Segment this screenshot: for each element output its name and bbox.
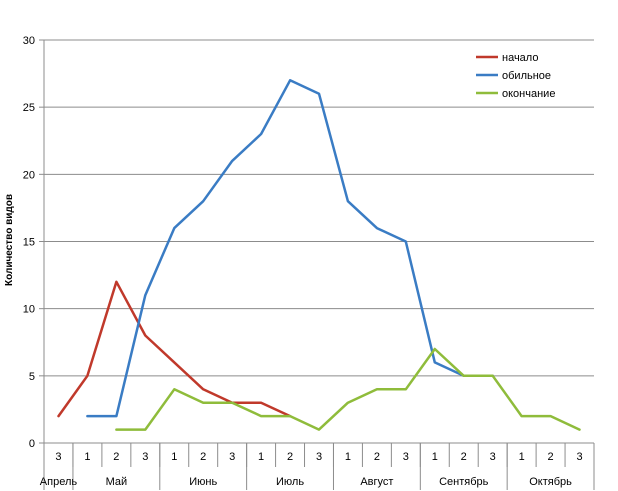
x-category-label: 2	[374, 451, 380, 463]
x-month-label: Июнь	[189, 476, 217, 488]
series-line-3	[115, 347, 581, 431]
y-tick-label: 10	[23, 304, 35, 316]
y-tick-label: 15	[23, 237, 35, 249]
x-month-label: Октябрь	[529, 476, 572, 488]
x-month-labels: Апрель Май Июнь Июль Август Сентябрь Октябрь	[40, 476, 572, 488]
legend-label: окончание	[502, 88, 555, 100]
x-category-label: 3	[576, 451, 582, 463]
x-category-label: 2	[287, 451, 293, 463]
x-month-label: Апрель	[40, 476, 78, 488]
x-category-label: 3	[490, 451, 496, 463]
legend: начало обильное окончание	[476, 52, 555, 100]
y-tick-labels: 0 5 10 15 20 25 30	[23, 35, 35, 450]
y-axis-title: Количество видов	[4, 194, 15, 286]
y-tick-label: 25	[23, 102, 35, 114]
x-category-label: 3	[316, 451, 322, 463]
x-category-label: 1	[345, 451, 351, 463]
y-tick-label: 30	[23, 35, 35, 47]
y-tick-label: 20	[23, 169, 35, 181]
legend-label: начало	[502, 52, 538, 64]
x-category-label: 1	[258, 451, 264, 463]
x-category-label: 1	[84, 451, 90, 463]
y-tick-label: 0	[29, 438, 35, 450]
series-line-2	[86, 79, 494, 418]
x-category-label: 3	[403, 451, 409, 463]
x-month-label: Май	[106, 476, 128, 488]
legend-label: обильное	[502, 70, 551, 82]
x-category-label: 1	[171, 451, 177, 463]
x-category-label: 3	[142, 451, 148, 463]
x-category-labels: 3 1 2 3 1 2 3 1 2 3 1 2 3 1 2 3 1 2 3	[55, 451, 582, 463]
x-category-label: 1	[432, 451, 438, 463]
x-category-label: 2	[461, 451, 467, 463]
x-category-label: 2	[200, 451, 206, 463]
x-category-label: 3	[229, 451, 235, 463]
series-line-1	[57, 280, 292, 418]
x-category-label: 2	[113, 451, 119, 463]
x-month-label: Июль	[276, 476, 304, 488]
series-lines	[57, 79, 581, 431]
x-category-label: 3	[55, 451, 61, 463]
x-category-label: 1	[519, 451, 525, 463]
x-month-label: Август	[360, 476, 393, 488]
y-tick-label: 5	[29, 371, 35, 383]
x-category-label: 2	[548, 451, 554, 463]
axes	[39, 39, 595, 490]
gridlines	[44, 39, 594, 377]
x-month-label: Сентябрь	[439, 476, 489, 488]
